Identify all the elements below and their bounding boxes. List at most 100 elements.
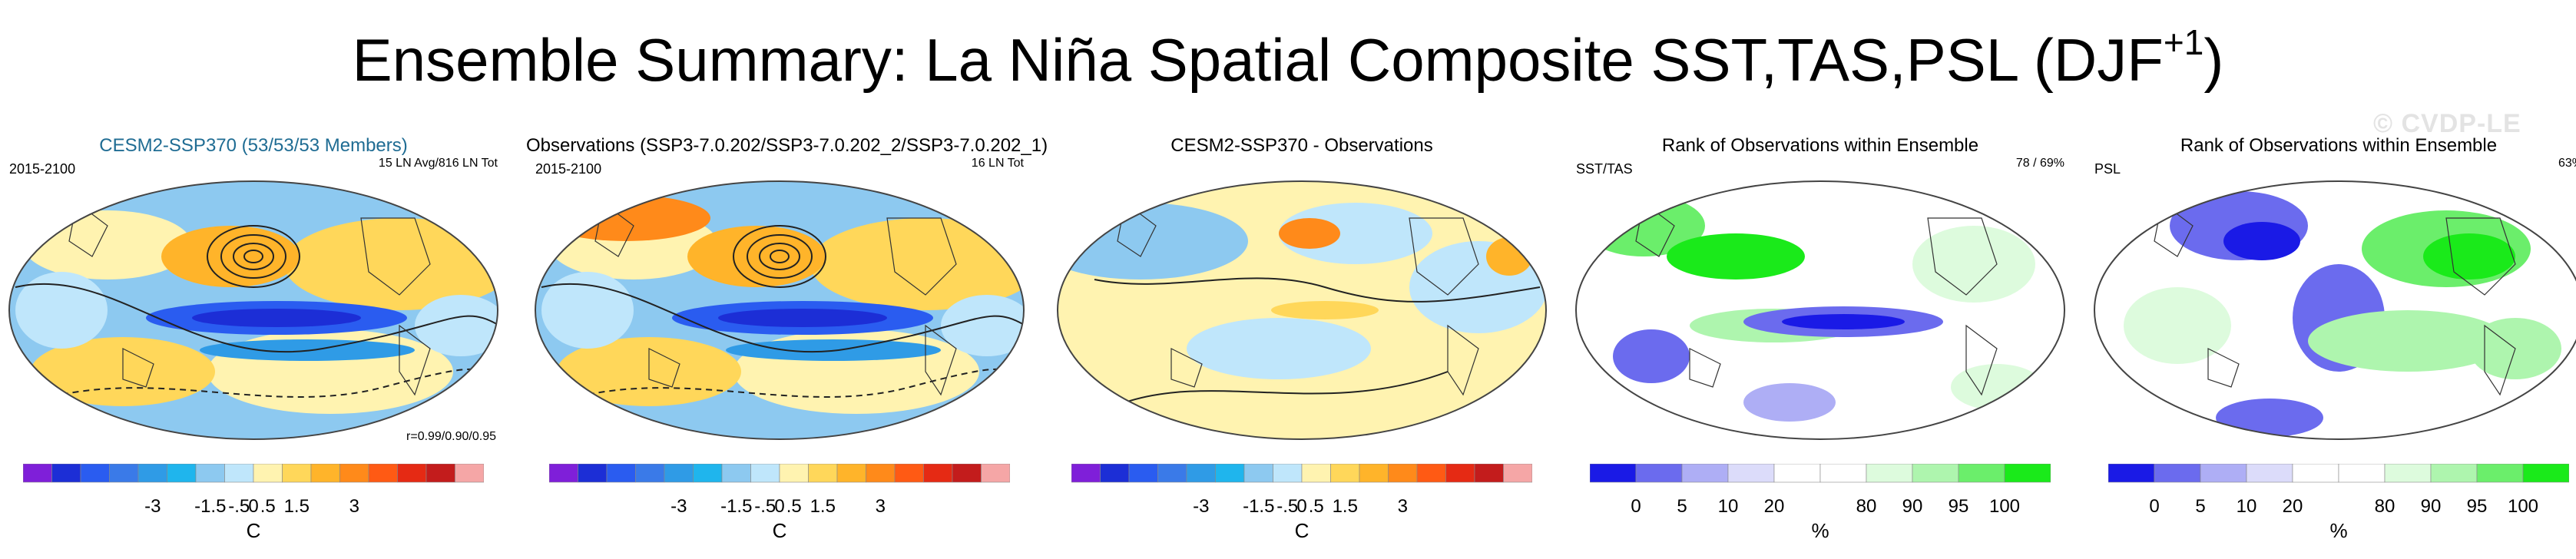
map-panel-2: Observations (SSP3-7.0.202/SSP3-7.0.202_… bbox=[526, 129, 1048, 559]
colorbar-swatch bbox=[808, 464, 838, 483]
colorbar-swatch bbox=[224, 464, 254, 483]
globe-outline bbox=[1057, 180, 1547, 440]
psl-contour bbox=[541, 283, 1024, 353]
continent-outline bbox=[1927, 217, 1998, 296]
colorbar-tick-label: .5 bbox=[1308, 496, 1324, 517]
colorbar-swatch bbox=[2476, 464, 2524, 483]
robinson-map bbox=[535, 180, 1025, 440]
colorbar-tick-label: -.5 bbox=[228, 496, 250, 517]
continent-outline bbox=[1447, 324, 1479, 396]
continent-outline bbox=[1965, 324, 1998, 396]
colorbar-swatch bbox=[1100, 464, 1130, 483]
colorbar-unit-label: C bbox=[1294, 519, 1310, 542]
warm-difference-region bbox=[1271, 301, 1379, 319]
main-title-end: ) bbox=[2204, 26, 2224, 94]
colorbar-swatch bbox=[253, 464, 283, 483]
colorbar-tick-label: 90 bbox=[2420, 496, 2442, 517]
continent-outline bbox=[68, 201, 108, 257]
continent-outline bbox=[648, 348, 680, 388]
colorbar-swatch bbox=[2292, 464, 2339, 483]
psl-contour bbox=[220, 234, 286, 279]
colorbar-tick-label: 80 bbox=[1856, 496, 1877, 517]
high-rank-region bbox=[1667, 233, 1805, 280]
continent-outline bbox=[1117, 201, 1157, 257]
continent-outline bbox=[1409, 217, 1479, 296]
colorbar-swatch bbox=[1912, 464, 1959, 483]
colorbar-swatch bbox=[1301, 464, 1331, 483]
colorbar-unit-label: % bbox=[1811, 519, 1829, 542]
colorbar-swatch bbox=[721, 464, 751, 483]
continent-outline bbox=[360, 217, 431, 296]
colorbar-swatch bbox=[1503, 464, 1532, 483]
map-panel-3: CESM2-SSP370 - Observations -3 -1.5 -.5 0.5 1… bbox=[1048, 129, 1555, 559]
colorbar-swatch bbox=[1958, 464, 2005, 483]
continent-outline bbox=[1689, 348, 1721, 388]
robinson-map bbox=[2094, 180, 2576, 440]
colorbar-tick-label: 10 bbox=[2236, 496, 2257, 517]
colorbar-swatch bbox=[1330, 464, 1360, 483]
colorbar-swatch bbox=[368, 464, 398, 483]
colorbar-tick-label: 5 bbox=[1677, 496, 1687, 517]
colorbar-swatch bbox=[2154, 464, 2201, 483]
continent-outline bbox=[2154, 201, 2194, 257]
high-rank-region bbox=[1951, 364, 2043, 410]
colorbar-tick-label: 20 bbox=[1763, 496, 1785, 517]
colorbar-ticks: 0 5 10 20 80 90 95 100 bbox=[1590, 496, 2051, 527]
colorbar-tick-label: 0 bbox=[2149, 496, 2160, 517]
cold-tongue-core bbox=[718, 309, 887, 327]
psl-contour bbox=[747, 234, 813, 279]
colorbar-tick-label: 5 bbox=[2195, 496, 2206, 517]
colorbar bbox=[1590, 464, 2051, 483]
colorbar-ticks: 0 5 10 20 80 90 95 100 bbox=[2108, 496, 2569, 527]
panel-upper-left-label: PSL bbox=[2094, 161, 2121, 177]
colorbar-swatch bbox=[1243, 464, 1273, 483]
colorbar-swatch bbox=[1215, 464, 1245, 483]
colorbar-tick-label: 95 bbox=[1948, 496, 1969, 517]
continent-outline bbox=[886, 217, 957, 296]
colorbar-tick-label: 3 bbox=[875, 496, 886, 517]
colorbar-swatch bbox=[282, 464, 312, 483]
panel-upper-right-label: 63% bbox=[2558, 157, 2576, 170]
robinson-map bbox=[1057, 180, 1547, 440]
colorbar-swatch bbox=[779, 464, 809, 483]
panel-title: CESM2-SSP370 - Observations bbox=[1170, 135, 1433, 156]
continent-outline bbox=[594, 201, 634, 257]
colorbar bbox=[1071, 464, 1532, 483]
panel-upper-right-label: 15 LN Avg/816 LN Tot bbox=[378, 157, 498, 170]
warm-anomaly-region bbox=[810, 218, 1024, 310]
colorbar-swatch bbox=[1773, 464, 1821, 483]
colorbar-swatch bbox=[397, 464, 427, 483]
colorbar-tick-label: 20 bbox=[2282, 496, 2303, 517]
psl-contour bbox=[233, 243, 274, 270]
colorbar-unit-label: C bbox=[246, 519, 261, 542]
difference-contour bbox=[1094, 277, 1541, 303]
psl-contour bbox=[207, 225, 300, 288]
colorbar-swatch bbox=[1273, 464, 1303, 483]
main-title-superscript: +1 bbox=[2163, 22, 2204, 62]
colorbar-swatch bbox=[339, 464, 369, 483]
colorbar-tick-label: 3 bbox=[1397, 496, 1408, 517]
high-rank-region bbox=[1912, 226, 2035, 303]
cold-difference-region bbox=[1279, 203, 1432, 264]
continent-outline bbox=[399, 324, 431, 396]
colorbar-unit-label: C bbox=[772, 519, 787, 542]
colorbar-swatch bbox=[894, 464, 924, 483]
colorbar-swatch bbox=[167, 464, 197, 483]
colorbar-swatch bbox=[635, 464, 665, 483]
pattern-correlation-label: r=0.99/0.90/0.95 bbox=[406, 430, 496, 443]
colorbar-swatch bbox=[80, 464, 110, 483]
colorbar-swatch bbox=[2200, 464, 2247, 483]
globe-outline bbox=[535, 180, 1025, 440]
colorbar-tick-label: 3 bbox=[349, 496, 359, 517]
colorbar-swatch bbox=[1819, 464, 1867, 483]
colorbar-swatch bbox=[109, 464, 139, 483]
globe-outline bbox=[1575, 180, 2065, 440]
watermark: © CVDP-LE bbox=[2373, 109, 2521, 138]
colorbar-swatch bbox=[1445, 464, 1475, 483]
panel-title: Rank of Observations within Ensemble bbox=[1661, 135, 1979, 156]
panel-title: Observations (SSP3-7.0.202/SSP3-7.0.202_… bbox=[526, 135, 1048, 156]
low-rank-region bbox=[1743, 383, 1836, 422]
colorbar-swatch bbox=[51, 464, 81, 483]
colorbar-swatch bbox=[310, 464, 340, 483]
colorbar-swatch bbox=[1071, 464, 1101, 483]
